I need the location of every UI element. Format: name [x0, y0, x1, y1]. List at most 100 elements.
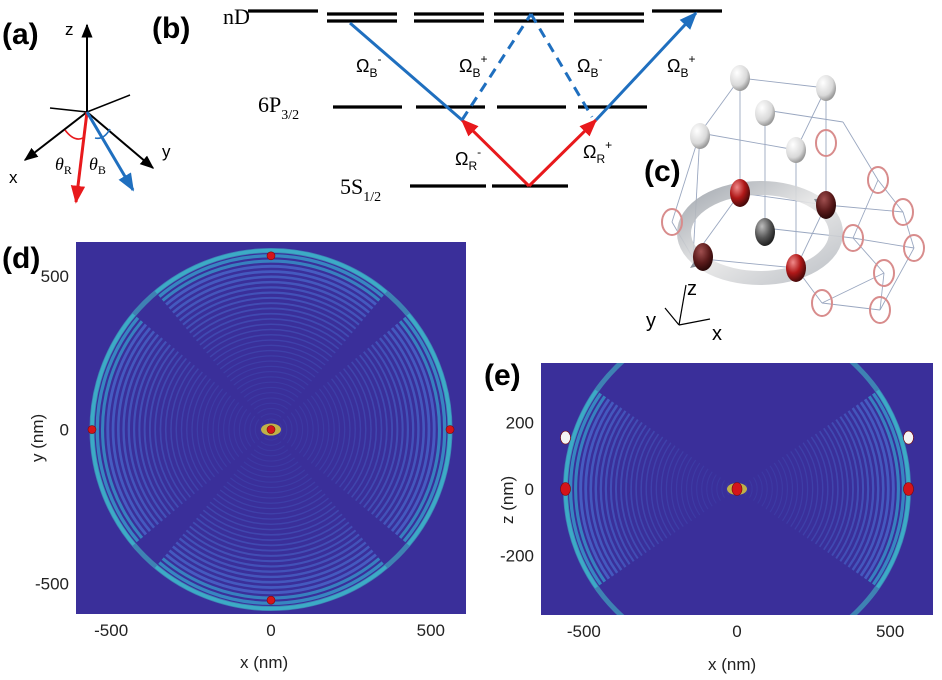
transition-blue-minus-left	[349, 21, 463, 122]
fringe-arc	[748, 480, 753, 498]
fringe-arc	[189, 302, 353, 334]
fringe-arc	[106, 323, 148, 536]
fringe-arc	[240, 465, 302, 478]
fringe-arc	[630, 427, 651, 551]
fringe-arc	[238, 408, 248, 451]
fringe-arc	[192, 307, 350, 338]
fringe-arc	[823, 427, 844, 551]
fringe-arc	[318, 388, 335, 471]
fringe-arc	[290, 412, 298, 447]
fringe-arc	[182, 291, 360, 326]
panel-label-d: (d)	[2, 242, 40, 275]
fringe-arc	[260, 413, 282, 418]
fringe-arc	[394, 323, 436, 536]
fringe-arc	[209, 334, 333, 358]
fringe-arc	[165, 264, 377, 306]
y-tick-label: 500	[41, 267, 69, 286]
fringe-arc	[757, 474, 763, 504]
fringe-arc	[170, 364, 195, 495]
fringe-arc	[645, 436, 664, 542]
fringe-arc	[753, 477, 758, 501]
fringe-arc	[253, 449, 289, 457]
fringe-arc	[175, 280, 367, 318]
fringe-arc	[363, 351, 393, 508]
y-tick-label: -200	[500, 546, 534, 565]
fringe-arc	[331, 378, 351, 481]
fringe-arc	[229, 477, 313, 494]
fringe-arc	[229, 365, 313, 382]
fringe-arc	[294, 408, 304, 451]
y-tick-label: 0	[525, 480, 534, 499]
fringe-arc	[186, 374, 207, 485]
fringe-arc	[168, 549, 374, 589]
fringe-arc	[835, 419, 859, 559]
fringe-arc	[233, 405, 244, 454]
fringe-arc	[206, 328, 336, 354]
fringe-arc	[201, 385, 220, 474]
fringe-arc	[691, 462, 701, 516]
fringe-arc	[216, 344, 326, 366]
fringe-arc	[199, 318, 343, 346]
transition-blue-minus-dashed	[529, 13, 594, 118]
fringe-arc	[278, 422, 283, 437]
fringe-arc	[711, 474, 717, 504]
fringe-arc	[122, 333, 160, 526]
fringe-arc	[223, 485, 319, 504]
atom-red	[266, 251, 276, 261]
fringe-arc	[382, 333, 420, 526]
fringe-arc	[814, 433, 834, 545]
fringe-arc	[594, 407, 623, 571]
fringe-arc	[207, 388, 224, 471]
fringe-arc	[250, 453, 292, 462]
fringe-arc	[375, 340, 409, 519]
heatmap-e-ylabel: z (nm)	[498, 476, 517, 524]
fringe-arc	[302, 402, 314, 457]
fringe-arc	[249, 415, 256, 444]
fringe-arc	[599, 410, 627, 568]
fringe-arc	[802, 442, 819, 536]
fringe-arc	[761, 471, 768, 507]
fringe-arc	[806, 439, 824, 539]
fringe-arc	[818, 430, 839, 548]
level-label-5s: 5S1/2	[340, 174, 381, 205]
blue-beam-arrow	[85, 111, 135, 192]
theta-r-label: θR	[55, 154, 72, 177]
fringe-arc	[100, 320, 144, 539]
fringe-arc	[178, 537, 364, 573]
fringe-arc	[217, 395, 232, 464]
transition-red-plus	[527, 118, 598, 188]
fringe-arc	[827, 424, 849, 554]
fringe-arc	[855, 404, 885, 574]
rabi-label-r-plus: ΩR+	[583, 138, 612, 166]
atom-red	[560, 482, 571, 496]
heatmap-d-fringes	[89, 248, 453, 612]
fringe-arc	[257, 445, 285, 452]
heatmap-e-atoms	[560, 430, 914, 496]
fringe-arc	[706, 471, 713, 507]
fringe-arc	[306, 398, 319, 461]
fringe-arc	[263, 418, 279, 422]
heatmap-d-ylabel: y (nm)	[28, 414, 47, 462]
fringe-arc	[246, 457, 296, 467]
fringe-arc	[625, 424, 647, 554]
fringe-arc	[670, 451, 684, 527]
fringe-arc	[604, 413, 631, 565]
fringe-arc	[159, 357, 187, 502]
fringe-arc	[867, 395, 900, 583]
transition-blue-plus-dashed	[460, 13, 533, 121]
axis-label-y: y	[162, 142, 171, 161]
rabi-label-b-minus-2: ΩB-	[577, 52, 602, 80]
fringe-arc	[175, 541, 367, 579]
level-label-nd: nD	[223, 4, 250, 29]
theta-b-label: θB	[89, 154, 106, 177]
fringe-arc	[219, 349, 323, 370]
axis-label-y-c: y	[646, 310, 656, 332]
fringe-arc	[260, 441, 282, 446]
x-tick-label: -500	[94, 621, 128, 640]
level-label-6p: 6P3/2	[258, 92, 299, 123]
fringe-arc	[314, 391, 330, 468]
x-tick-label: 500	[417, 621, 445, 640]
fringe-arc	[202, 323, 340, 350]
fringe-arc	[209, 501, 333, 525]
fringe-arc	[168, 270, 374, 310]
